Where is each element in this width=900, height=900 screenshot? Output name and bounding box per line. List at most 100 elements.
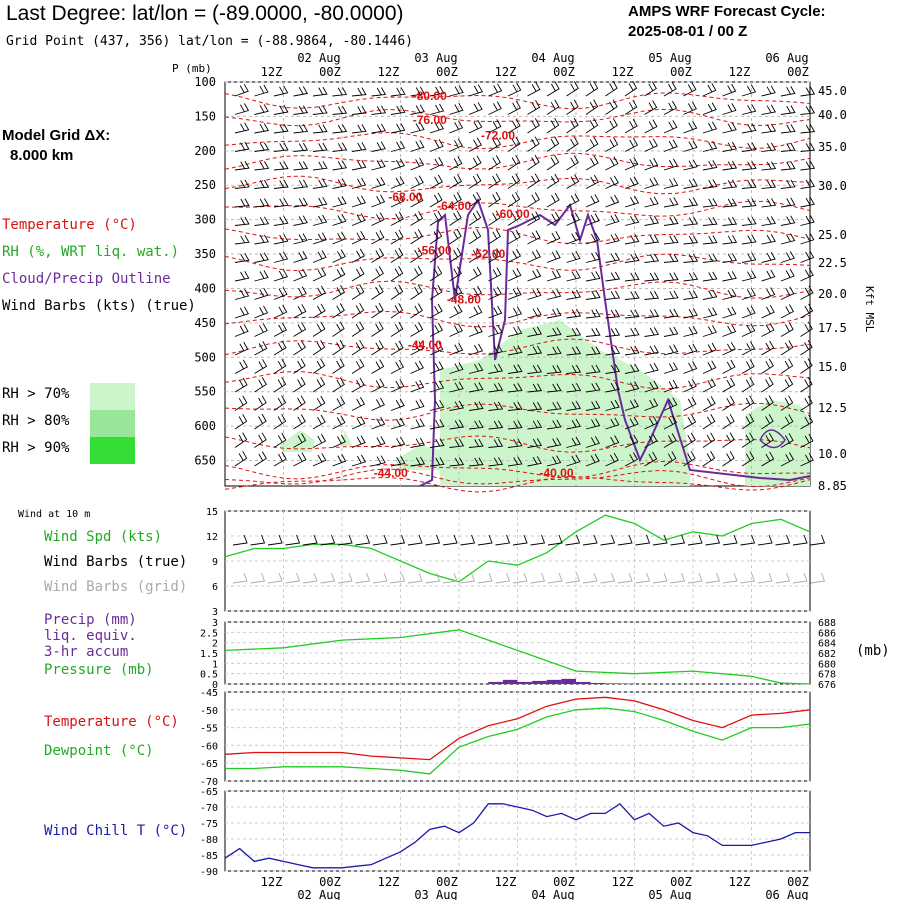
wind-barb bbox=[566, 364, 582, 374]
wind-barb bbox=[488, 286, 502, 300]
wind-barb bbox=[312, 232, 327, 245]
wind-barb bbox=[468, 102, 483, 115]
wind-barb bbox=[527, 383, 543, 393]
wind-barb bbox=[683, 290, 699, 300]
wind-barb bbox=[585, 232, 601, 245]
height-tick-label: 30.0 bbox=[818, 179, 847, 193]
wind-barb bbox=[351, 302, 365, 319]
temperature-contour-label: -76.00 bbox=[413, 113, 447, 127]
wind-barb bbox=[800, 214, 815, 226]
wind-barb bbox=[780, 86, 796, 97]
wind-barb bbox=[468, 155, 482, 171]
precip-panel-tick-label: 0.5 bbox=[200, 670, 218, 681]
wind-barb bbox=[449, 138, 463, 152]
wind-barb bbox=[371, 230, 385, 245]
wind-barb bbox=[332, 267, 346, 282]
wind-barb bbox=[585, 213, 600, 226]
legend-temperature: Temperature (°C) bbox=[2, 217, 137, 233]
wind-barb bbox=[624, 309, 640, 319]
wind-barb bbox=[351, 177, 367, 189]
wind-barb bbox=[566, 193, 580, 208]
wind-barb bbox=[507, 118, 521, 134]
time-tick-label: 00Z bbox=[319, 65, 341, 79]
wind-barb bbox=[488, 210, 501, 226]
wind-barb bbox=[800, 105, 816, 115]
wind-barb bbox=[780, 197, 796, 208]
wind-barb bbox=[624, 80, 638, 97]
wind-barb bbox=[273, 358, 287, 374]
height-tick-label: 35.0 bbox=[818, 140, 847, 154]
wind-barb bbox=[585, 174, 600, 189]
wind-barb bbox=[566, 270, 581, 282]
grid-point-subtitle: Grid Point (437, 356) lat/lon = (-88.986… bbox=[6, 34, 413, 49]
wind-barb bbox=[585, 382, 601, 393]
wind-barb bbox=[429, 303, 443, 319]
time-tick-label: 12Z bbox=[495, 65, 517, 79]
wind-barb bbox=[312, 453, 327, 467]
surface-wind-barb-grid bbox=[670, 572, 686, 584]
wind-barb bbox=[663, 451, 677, 467]
cross-section-panel bbox=[224, 80, 816, 493]
wind-barb bbox=[254, 252, 269, 263]
wind-barb bbox=[527, 173, 540, 189]
wind-barb bbox=[741, 84, 757, 97]
wind-barb bbox=[605, 399, 620, 411]
wind-barb bbox=[234, 198, 250, 208]
rh-shade-region bbox=[745, 400, 810, 486]
wind-barb bbox=[488, 382, 504, 393]
wind-barb bbox=[488, 173, 501, 189]
legend-wind-barbs: Wind Barbs (kts) (true) bbox=[2, 298, 196, 314]
surface-wind-barb bbox=[687, 534, 703, 546]
wind-barb bbox=[605, 364, 621, 374]
surface-wind-barb bbox=[320, 534, 336, 546]
surface-wind-barb-grid bbox=[425, 572, 441, 584]
wind-barb bbox=[683, 120, 698, 134]
wind-barb bbox=[234, 270, 250, 282]
wind-barb bbox=[488, 191, 501, 208]
wind-barb bbox=[780, 304, 795, 319]
wind-barb bbox=[234, 122, 250, 134]
time-tick-label-bottom: 00Z bbox=[670, 875, 692, 889]
wind-barb bbox=[254, 305, 269, 319]
wind-barb bbox=[468, 119, 483, 134]
wind-barb bbox=[624, 253, 640, 263]
temperature-contour bbox=[224, 338, 811, 356]
wind-barb bbox=[741, 179, 757, 189]
wind-barb bbox=[273, 251, 289, 263]
wind-barb bbox=[410, 418, 425, 430]
rh-shade-region bbox=[395, 445, 440, 470]
wind-barb bbox=[800, 86, 816, 97]
wind-barb bbox=[293, 304, 307, 319]
wind-barb bbox=[683, 308, 698, 319]
wind-barb bbox=[585, 117, 599, 134]
wind-barb bbox=[390, 158, 405, 171]
height-tick-label: 8.85 bbox=[818, 479, 847, 493]
legend-wind-barbs-true: Wind Barbs (true) bbox=[44, 554, 188, 570]
wind-barb bbox=[741, 216, 757, 226]
wind-barb bbox=[546, 211, 561, 226]
wind-barb bbox=[722, 432, 735, 448]
wind-barb bbox=[488, 137, 502, 152]
wind-barb bbox=[234, 141, 250, 152]
wind-barb bbox=[390, 417, 406, 430]
wind-barb bbox=[390, 265, 404, 282]
wind-barb bbox=[722, 413, 735, 430]
temperature-contour-label: -44.00 bbox=[408, 338, 442, 352]
wind-barb bbox=[683, 82, 697, 97]
height-tick-label: 15.0 bbox=[818, 360, 847, 374]
legend-precip-l1: Precip (mm) bbox=[44, 612, 137, 628]
wind-barb bbox=[527, 192, 540, 208]
precip-bar bbox=[561, 678, 576, 684]
wind-barb bbox=[546, 81, 560, 97]
wind-barb bbox=[273, 216, 289, 226]
wind-barb bbox=[234, 395, 248, 411]
wind-barb bbox=[702, 235, 718, 245]
wind-barb bbox=[702, 179, 718, 189]
date-tick-label-bottom: 03 Aug bbox=[414, 888, 457, 900]
wind-barb bbox=[332, 196, 347, 208]
temperature-contour bbox=[224, 310, 811, 328]
surface-wind-barb-grid bbox=[267, 572, 283, 584]
wind-barb bbox=[644, 196, 659, 208]
wind-barb bbox=[683, 253, 699, 263]
wind-barb bbox=[254, 323, 268, 337]
